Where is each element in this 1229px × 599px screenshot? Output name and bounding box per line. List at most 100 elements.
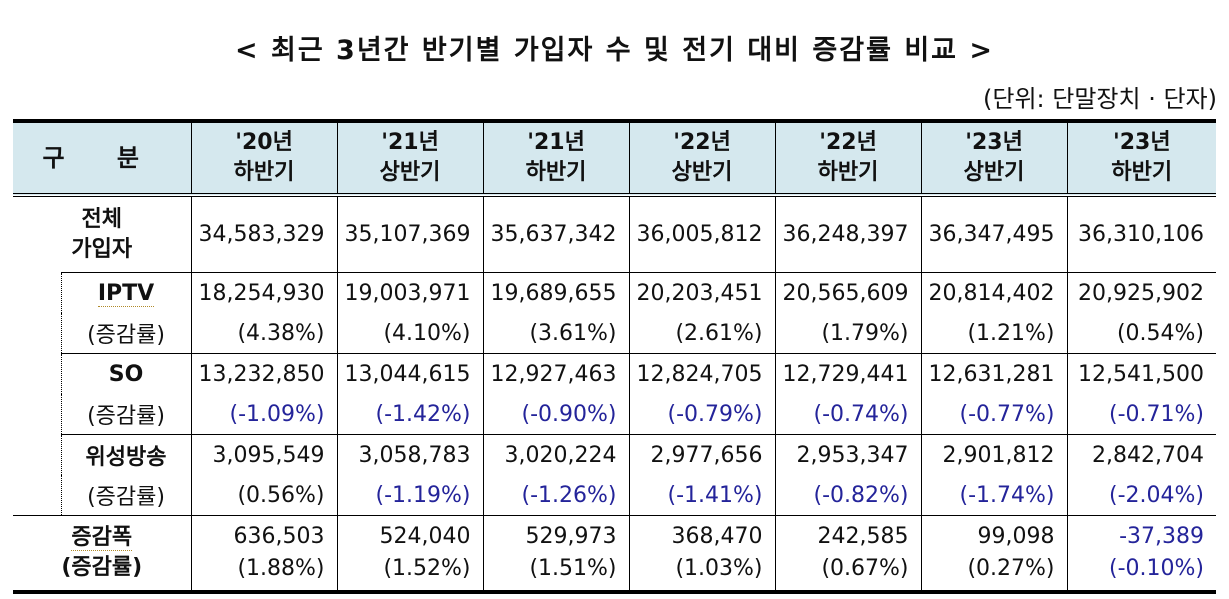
satellite-value: 3,095,549: [190, 434, 338, 475]
page-title: < 최근 3년간 반기별 가입자 수 및 전기 대비 증감률 비교 >: [234, 35, 995, 66]
satellite-rate: (-0.82%): [774, 475, 922, 516]
change-rate: (-0.10%): [1109, 555, 1205, 581]
period-year: '21년: [527, 130, 585, 155]
so-row: SO 13,232,850 13,044,615 12,927,463 12,8…: [13, 353, 1217, 394]
iptv-value: 18,254,930: [190, 272, 338, 313]
change-value: 242,585: [817, 523, 909, 549]
satellite-value: 3,020,224: [482, 434, 630, 475]
satellite-rate: (-1.41%): [628, 475, 776, 516]
change-cell: -37,389 (-0.10%): [1066, 515, 1217, 594]
so-rate-row: (증감률) (-1.09%) (-1.42%) (-0.90%) (-0.79%…: [13, 394, 1217, 435]
total-value: 36,310,106: [1066, 195, 1217, 273]
change-rate: (0.67%): [821, 555, 909, 581]
period-half: 상반기: [963, 160, 1025, 185]
indent-spacer: [13, 273, 61, 516]
satellite-rate: (-2.04%): [1066, 475, 1217, 516]
total-value: 36,347,495: [920, 195, 1068, 273]
change-label-text: 증감폭: [71, 524, 133, 551]
change-rate: (1.52%): [383, 555, 471, 581]
total-row: 전체 가입자 34,583,329 35,107,369 35,637,342 3…: [13, 195, 1217, 273]
unit-note: (단위: 단말장치 · 단자): [983, 85, 1217, 113]
iptv-rate: (4.38%): [190, 313, 338, 354]
change-value: 524,040: [379, 523, 471, 549]
satellite-rate: (-1.74%): [920, 475, 1068, 516]
change-value: 368,470: [671, 523, 763, 549]
satellite-rate-row: (증감률) (0.56%) (-1.19%) (-1.26%) (-1.41%)…: [13, 475, 1217, 516]
iptv-rate: (0.54%): [1066, 313, 1217, 354]
satellite-value: 3,058,783: [336, 434, 484, 475]
total-value: 36,248,397: [774, 195, 922, 273]
iptv-label-text: IPTV: [97, 280, 155, 307]
iptv-rate-row: (증감률) (4.38%) (4.10%) (3.61%) (2.61%) (1…: [13, 313, 1217, 354]
label-line: (증감률): [61, 554, 143, 580]
label-line: 가입자: [71, 236, 133, 262]
period-year: '22년: [819, 130, 877, 155]
change-cell: 636,503 (1.88%): [190, 515, 338, 594]
satellite-label: 위성방송: [60, 434, 192, 475]
change-cell: 368,470 (1.03%): [628, 515, 776, 594]
change-cell: 99,098 (0.27%): [920, 515, 1068, 594]
so-value: 12,927,463: [482, 353, 630, 394]
period-half: 하반기: [233, 160, 295, 185]
change-rate: (1.88%): [237, 555, 325, 581]
so-rate: (-0.79%): [628, 394, 776, 435]
change-cell: 242,585 (0.67%): [774, 515, 922, 594]
change-rate: (1.03%): [675, 555, 763, 581]
iptv-rate: (3.61%): [482, 313, 630, 354]
change-value: 529,973: [525, 523, 617, 549]
period-year: '22년: [673, 130, 731, 155]
period-half: 하반기: [525, 160, 587, 185]
period-half: 상반기: [671, 160, 733, 185]
satellite-value: 2,901,812: [920, 434, 1068, 475]
change-cell: 524,040 (1.52%): [336, 515, 484, 594]
satellite-value: 2,953,347: [774, 434, 922, 475]
period-year: '20년: [235, 130, 293, 155]
iptv-rate: (1.21%): [920, 313, 1068, 354]
period-year: '23년: [965, 130, 1023, 155]
so-rate: (-1.09%): [190, 394, 338, 435]
period-half: 하반기: [1111, 160, 1173, 185]
total-value: 36,005,812: [628, 195, 776, 273]
period-half: 상반기: [379, 160, 441, 185]
iptv-value: 20,814,402: [920, 272, 1068, 313]
satellite-value: 2,977,656: [628, 434, 776, 475]
change-value: -37,389: [1119, 523, 1205, 549]
so-label: SO: [60, 353, 192, 394]
change-label: 증감폭 (증감률): [13, 515, 192, 594]
so-value: 12,824,705: [628, 353, 776, 394]
iptv-value: 20,565,609: [774, 272, 922, 313]
label-line: 증감폭: [13, 523, 191, 553]
total-value: 34,583,329: [190, 195, 338, 273]
iptv-value: 19,003,971: [336, 272, 484, 313]
so-rate: (-0.90%): [482, 394, 630, 435]
iptv-rate: (4.10%): [336, 313, 484, 354]
so-value: 12,631,281: [920, 353, 1068, 394]
so-rate: (-0.71%): [1066, 394, 1217, 435]
change-row: 증감폭 (증감률) 636,503 (1.88%) 524,040 (1.52%) 5…: [13, 515, 1217, 594]
iptv-value: 20,925,902: [1066, 272, 1217, 313]
so-rate: (-1.42%): [336, 394, 484, 435]
satellite-rate: (0.56%): [190, 475, 338, 516]
header-category: 구 분: [13, 119, 192, 197]
satellite-rate: (-1.26%): [482, 475, 630, 516]
iptv-value: 20,203,451: [628, 272, 776, 313]
period-half: 하반기: [817, 160, 879, 185]
label-line: 전체: [81, 206, 122, 232]
iptv-rate: (2.61%): [628, 313, 776, 354]
period-year: '23년: [1112, 130, 1171, 155]
iptv-value: 19,689,655: [482, 272, 630, 313]
change-rate: (1.51%): [529, 555, 617, 581]
iptv-rate-label: (증감률): [60, 313, 192, 354]
satellite-rate-label: (증감률): [60, 475, 192, 516]
satellite-rate: (-1.19%): [336, 475, 484, 516]
so-value: 13,044,615: [336, 353, 484, 394]
satellite-row: 위성방송 3,095,549 3,058,783 3,020,224 2,977…: [13, 434, 1217, 475]
